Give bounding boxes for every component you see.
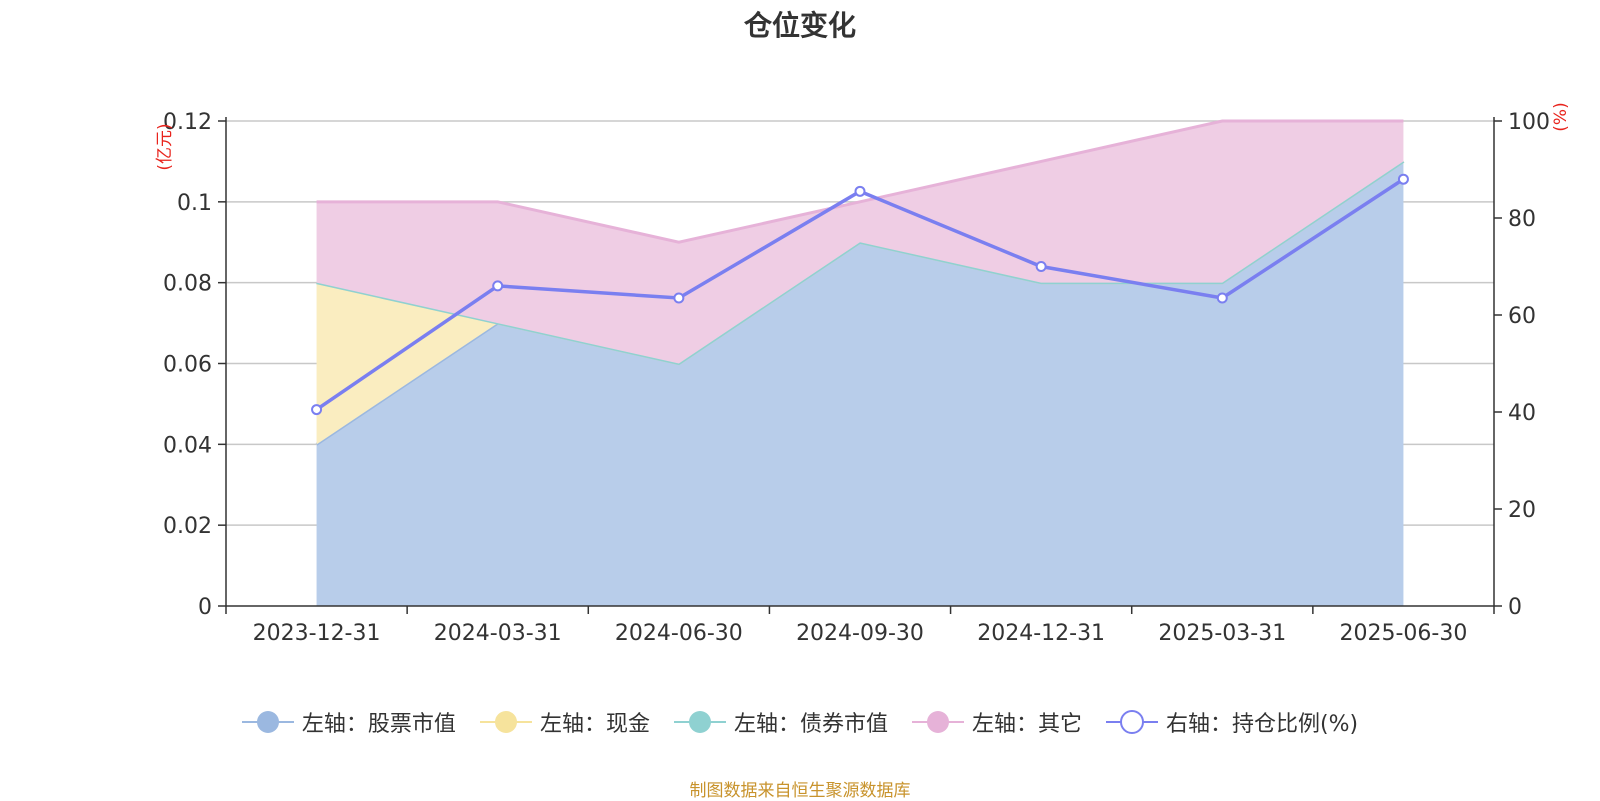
legend-item[interactable]: 左轴：债券市值	[673, 706, 888, 738]
x-axis-tick-label: 2023-12-31	[253, 621, 381, 646]
legend-item[interactable]: 右轴：持仓比例(%)	[1105, 706, 1359, 738]
left-axis-tick-label: 0.02	[163, 514, 212, 539]
right-axis-tick-label: 0	[1508, 595, 1522, 620]
legend-item[interactable]: 左轴：股票市值	[241, 706, 456, 738]
legend-symbol-icon	[241, 711, 294, 733]
line-point	[311, 404, 323, 416]
legend-label: 左轴：其它	[971, 712, 1082, 737]
legend-symbol-icon	[673, 711, 726, 733]
area-左轴：股票市值	[316, 161, 1404, 606]
left-axis-tick-label: 0	[198, 595, 212, 620]
x-axis-tick-label: 2025-03-31	[1158, 621, 1286, 646]
right-axis-tick-label: 100	[1508, 110, 1550, 135]
legend-item[interactable]: 左轴：其它	[911, 706, 1082, 738]
legend-label: 右轴：持仓比例(%)	[1165, 712, 1359, 737]
right-axis-tick-label: 20	[1508, 498, 1536, 523]
x-axis-tick-label: 2024-06-30	[615, 621, 743, 646]
right-axis-tick-label: 40	[1508, 401, 1536, 426]
data-source-note: 制图数据来自恒生聚源数据库	[689, 781, 911, 801]
legend-label: 左轴：现金	[539, 712, 650, 737]
right-axis-tick-label: 80	[1508, 207, 1536, 232]
left-axis-tick-label: 0.08	[163, 272, 212, 297]
line-point	[492, 280, 504, 292]
axes: 0 0.02 0.04 0.06 0.08 0.1 0.12 0 20 40 60 80 100 2023…	[155, 102, 1571, 646]
area-左轴：其它	[316, 121, 1404, 364]
left-axis-tick-label: 0.06	[163, 353, 212, 378]
left-axis-tick-label: 0.12	[163, 110, 212, 135]
legend-symbol-icon	[479, 711, 532, 733]
area-series	[315, 119, 1405, 606]
line-point	[1397, 173, 1409, 185]
legend: 左轴：股票市值 左轴：现金 左轴：债券市值 左轴：其它 右轴：持仓比例(%)	[0, 706, 1600, 738]
x-axis-tick-label: 2025-06-30	[1339, 621, 1467, 646]
line-point	[854, 185, 866, 197]
left-axis-tick-label: 0.1	[177, 191, 212, 216]
line-point	[1216, 292, 1228, 304]
area-edge-左轴：其它	[316, 119, 1404, 244]
chart-title: 仓位变化	[743, 9, 856, 42]
line-series	[311, 173, 1409, 416]
legend-item[interactable]: 左轴：现金	[479, 706, 650, 738]
right-axis-tick-label: 60	[1508, 304, 1536, 329]
legend-symbol-icon	[911, 711, 964, 733]
legend-label: 左轴：股票市值	[301, 712, 456, 737]
left-axis-unit-label: (亿元)	[155, 123, 175, 170]
left-axis-tick-label: 0.04	[163, 433, 212, 458]
line-point	[673, 292, 685, 304]
x-axis-tick-label: 2024-03-31	[434, 621, 562, 646]
line-point	[1035, 261, 1047, 272]
legend-label: 左轴：债券市值	[733, 712, 888, 737]
right-axis-unit-label: (%)	[1551, 102, 1571, 131]
legend-symbol-icon	[1105, 710, 1158, 734]
x-axis-tick-label: 2024-12-31	[977, 621, 1105, 646]
x-axis-tick-label: 2024-09-30	[796, 621, 924, 646]
